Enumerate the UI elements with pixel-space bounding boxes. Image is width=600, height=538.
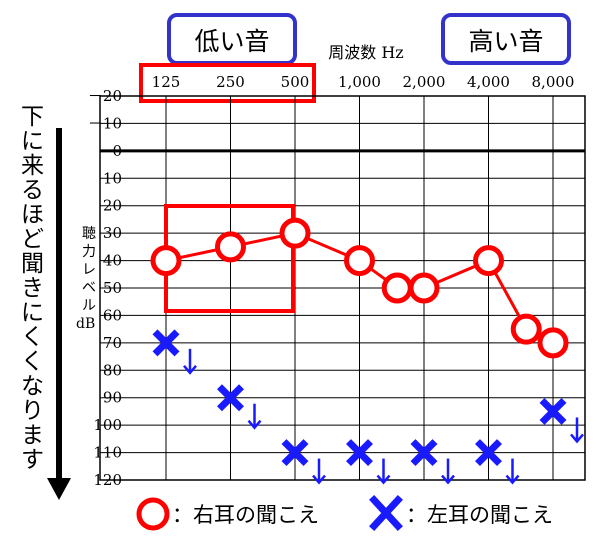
grid	[99, 95, 586, 481]
right-ear-point	[344, 245, 375, 277]
side-note-text: 下に来るほど聞きにくくなります	[21, 104, 44, 473]
right-ear-point	[215, 231, 246, 263]
right-ear-point	[537, 327, 569, 359]
legend-circle-marker	[136, 497, 170, 531]
x-tick-label: 8,000	[532, 73, 575, 91]
down-arrow-head	[47, 478, 71, 500]
legend-left-ear-label: ：左耳の聞こえ	[406, 503, 553, 527]
x-tick-label: 2,000	[403, 73, 446, 91]
left-ear-point	[410, 439, 455, 485]
low-sound-text: 低い音	[194, 27, 269, 56]
y-axis-title: 聴力レベル dB	[76, 226, 96, 332]
right-ear-point	[408, 272, 440, 304]
right-ear-point	[279, 217, 311, 249]
x-tick-label: 1,000	[338, 73, 381, 91]
x-tick-labels: 125 250 500 1,000 2,000 4,000 8,000	[152, 73, 575, 91]
left-ear-point	[217, 384, 262, 430]
left-ear-point	[346, 439, 391, 485]
x-tick-label: 4,000	[467, 73, 510, 91]
x-tick-label: 500	[281, 73, 310, 91]
right-ear-point	[510, 313, 542, 345]
left-ear-point	[281, 439, 326, 485]
x-axis-title: 周波数 Hz	[328, 43, 403, 62]
x-tick-label: 250	[216, 73, 245, 91]
right-ear-point	[381, 272, 413, 304]
x-tick-label: 125	[152, 73, 181, 91]
right-ear-point	[473, 245, 504, 277]
right-ear-point	[150, 245, 182, 277]
low-sound-label: 低い音	[167, 13, 297, 65]
high-sound-label: 高い音	[441, 13, 571, 65]
series-layer	[150, 217, 584, 485]
left-ear-point	[539, 397, 584, 444]
legend: ：右耳の聞こえ ：左耳の聞こえ	[136, 495, 553, 531]
low-frequency-highlight	[139, 63, 316, 103]
high-sound-text: 高い音	[468, 27, 543, 56]
legend-right-ear-label: ：右耳の聞こえ	[172, 503, 319, 527]
side-note: 下に来るほど聞きにくくなります	[21, 104, 71, 500]
legend-cross-marker	[369, 495, 403, 531]
left-ear-point	[152, 329, 197, 375]
left-ear-point	[475, 439, 520, 485]
